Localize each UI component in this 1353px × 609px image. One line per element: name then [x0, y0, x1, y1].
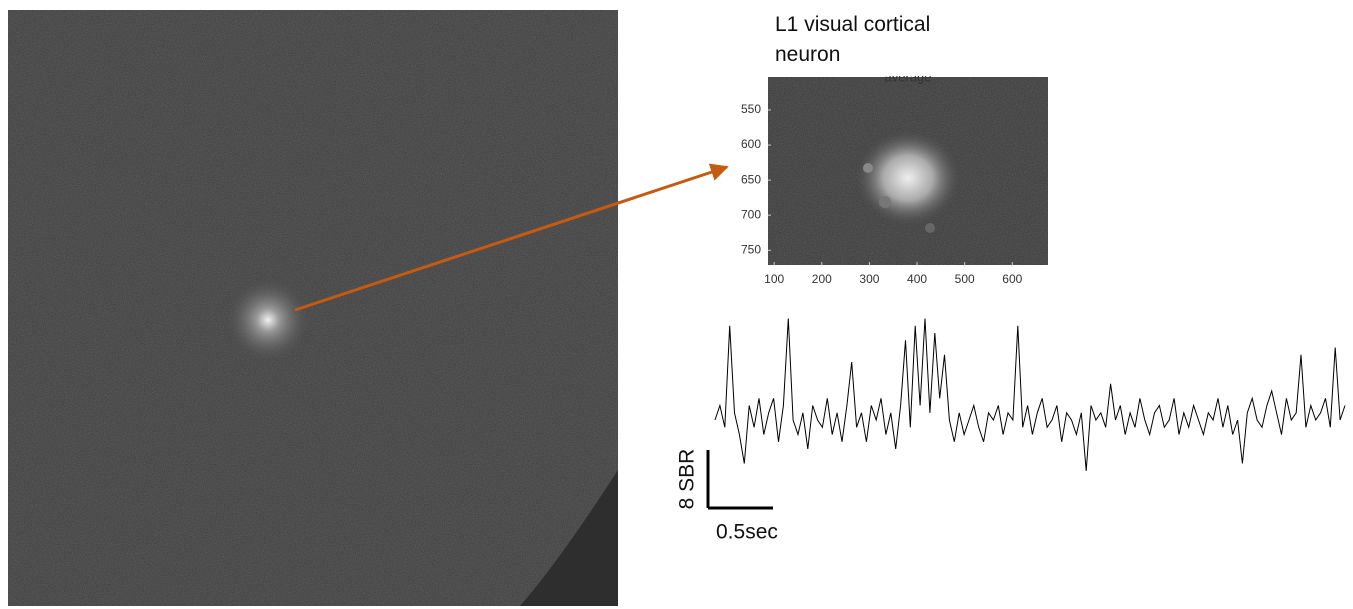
arrow	[294, 163, 729, 312]
y-tick-label: 700	[741, 207, 761, 221]
y-tick-label: 750	[741, 242, 761, 256]
y-tick-label: 550	[741, 102, 761, 116]
x-tick-label: 200	[812, 272, 832, 286]
x-tick-label: 600	[1002, 272, 1022, 286]
x-tick-label: 100	[764, 272, 784, 286]
y-tick-label: 600	[741, 137, 761, 151]
trace-line	[714, 318, 1346, 471]
scale-label-x: 0.5sec	[716, 521, 778, 544]
figure-title: L1 visual cortical neuron	[775, 13, 931, 66]
inset-image	[768, 77, 1048, 265]
x-tick-label: 300	[859, 272, 879, 286]
microscope-image	[8, 10, 618, 606]
y-tick-label: 650	[741, 172, 761, 186]
x-tick-label: 400	[907, 272, 927, 286]
x-tick-label: 500	[955, 272, 975, 286]
scale-label-y: 8 SBR	[676, 449, 699, 510]
